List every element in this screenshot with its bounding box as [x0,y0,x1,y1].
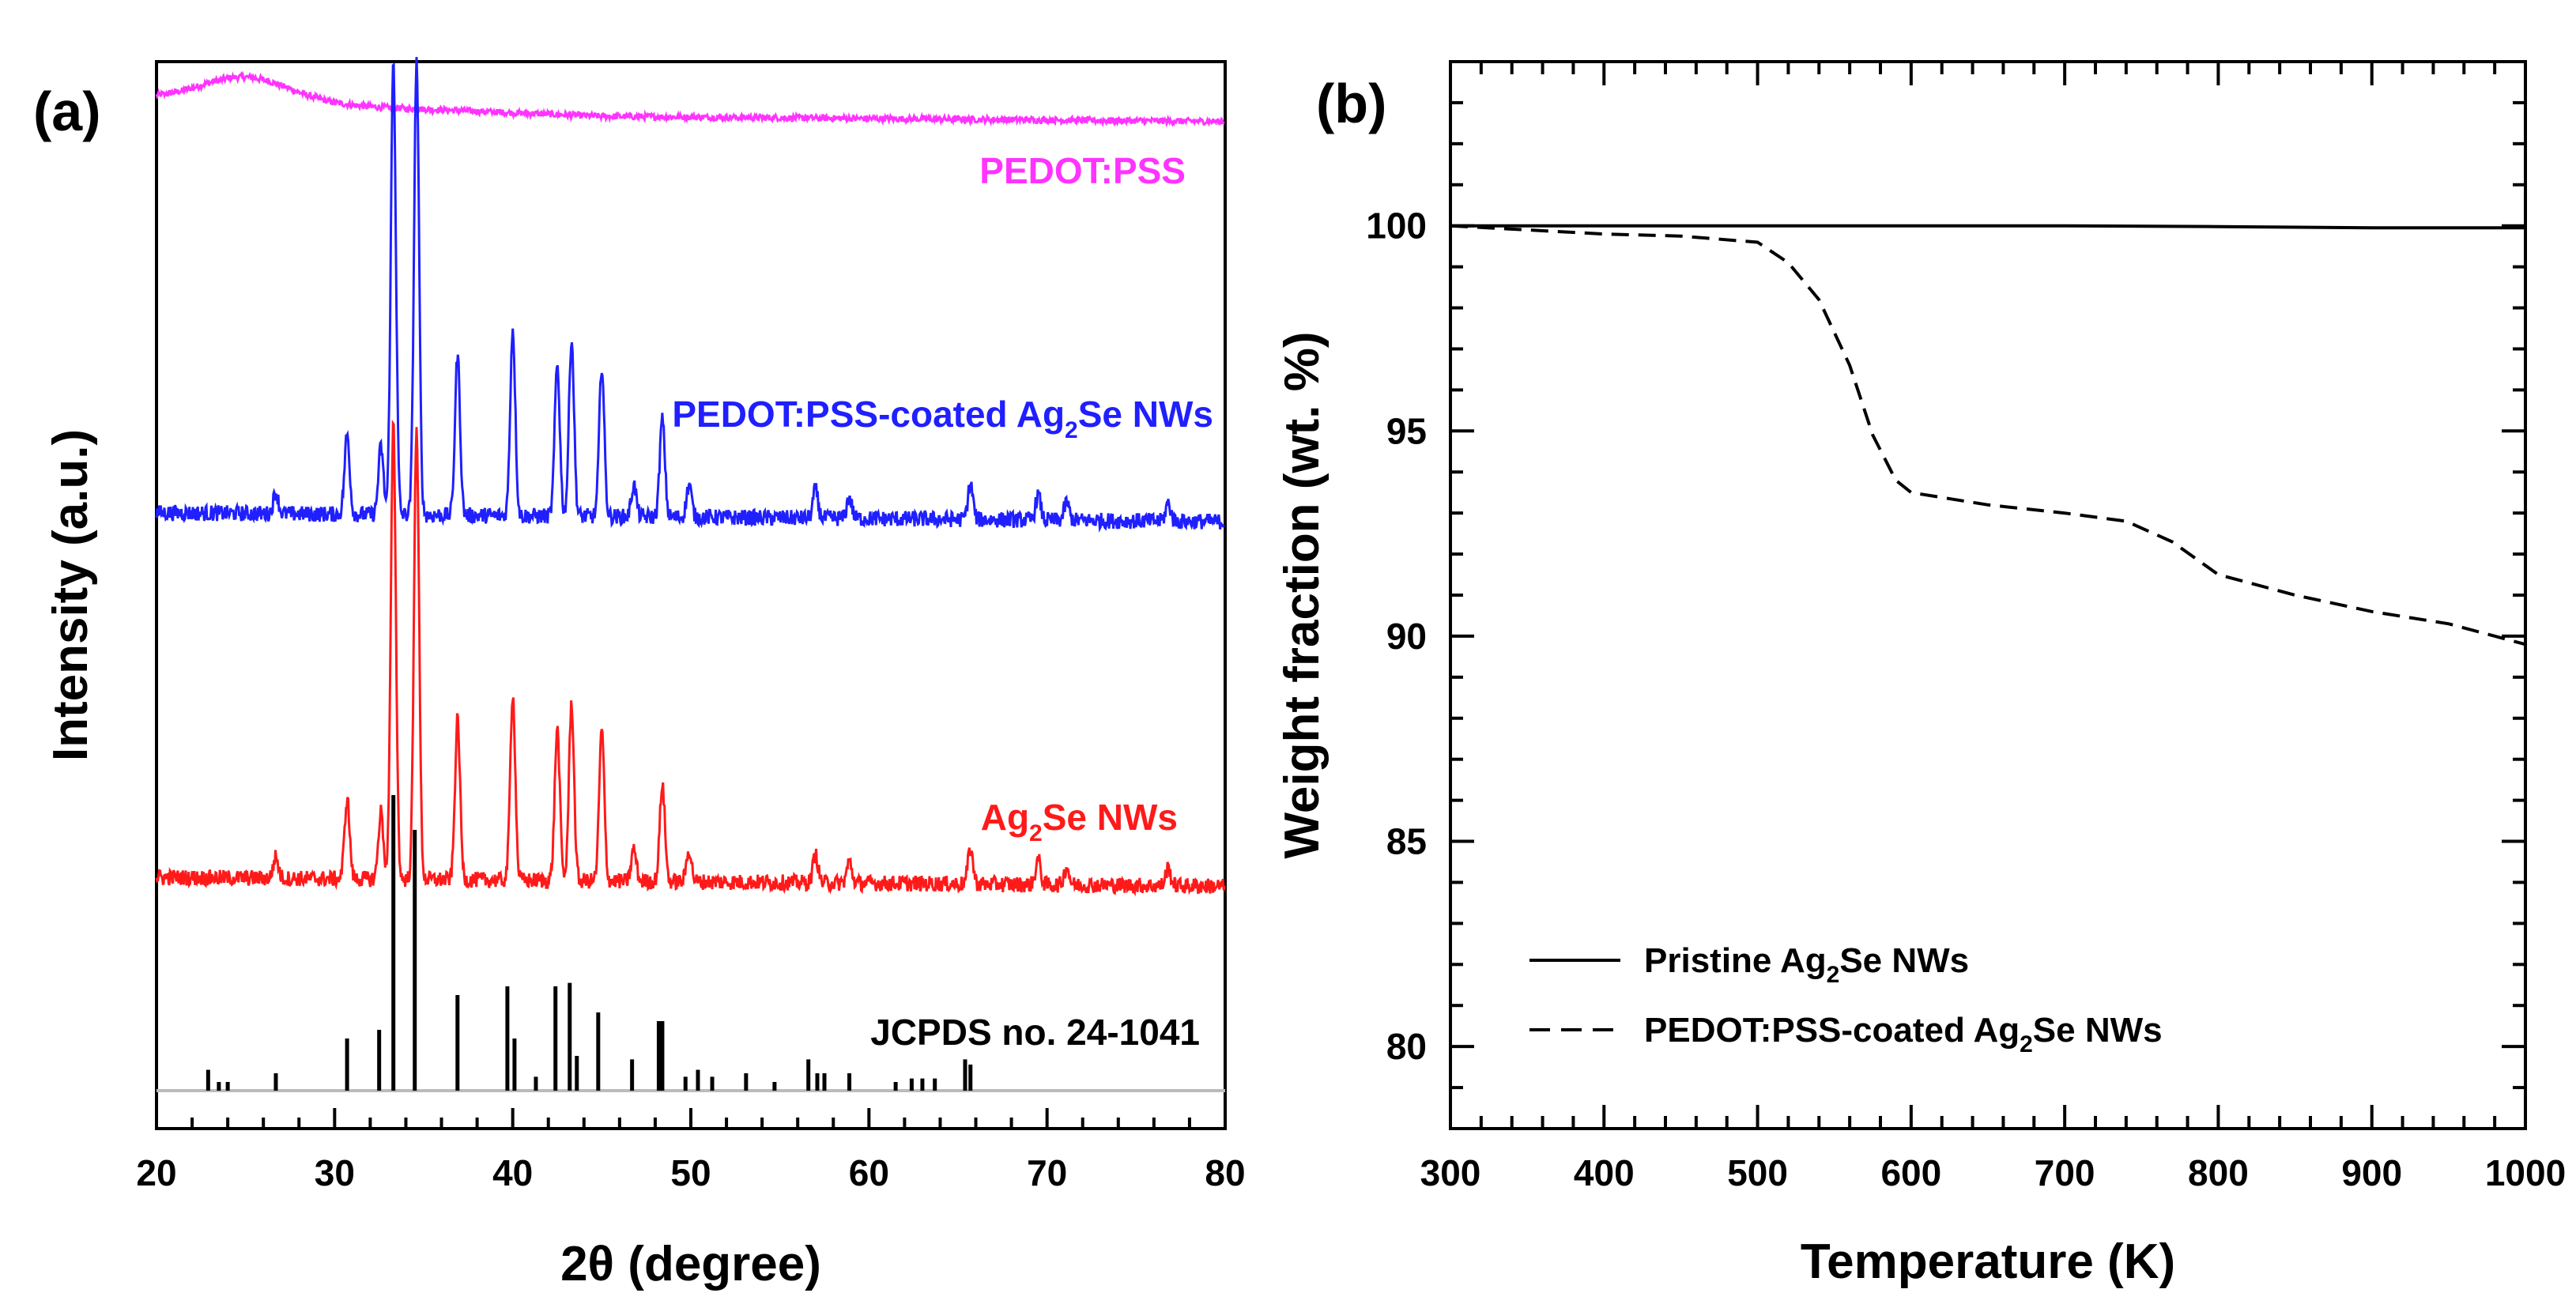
panel-a-frame [155,60,1227,1130]
panel-a-x-tick-label: 60 [849,1152,889,1193]
panel-b-legend: Pristine Ag2Se NWs PEDOT:PSS-coated Ag2S… [1529,941,2163,1057]
series-line-ag2se-nws [155,419,1226,897]
panel-b: (b) 300 400 500 600 700 800 900 1000 80 85 90 95 10… [1275,60,2567,1289]
reference-pattern [206,795,973,1091]
panel-a-x-tick-label: 80 [1205,1152,1245,1193]
panel-b-x-tick-labels: 300 400 500 600 700 800 900 1000 [1420,1152,2567,1193]
panel-b-y-tick-label: 80 [1386,1026,1427,1067]
series-line-pedot-pss-coated-ag2se-nws [1450,224,2526,646]
panel-b-label: (b) [1316,73,1386,134]
panel-b-y-axis-title: Weight fraction (wt. %) [1275,331,1329,858]
panel-b-y-tick-label: 90 [1386,616,1427,657]
panel-b-x-tick-label: 600 [1880,1152,1941,1193]
panel-a-x-tick-label: 40 [492,1152,533,1193]
panel-a-label: (a) [33,81,101,142]
panel-b-x-tick-label: 500 [1727,1152,1788,1193]
reference-label: JCPDS no. 24-1041 [870,1012,1200,1053]
panel-a: (a) 20 30 40 50 60 70 80 2θ (degree) Intensity… [33,57,1246,1291]
panel-a-x-ticks [155,1108,1227,1129]
series-label-ag2se: Ag2Se NWs [981,797,1178,846]
panel-b-x-tick-label: 800 [2188,1152,2249,1193]
panel-a-series [155,57,1226,897]
panel-b-y-tick-label: 85 [1386,821,1427,862]
legend-label-pristine: Pristine Ag2Se NWs [1644,941,1969,988]
panel-a-x-axis-title: 2θ (degree) [560,1237,821,1291]
panel-a-x-tick-labels: 20 30 40 50 60 70 80 [136,1152,1245,1193]
series-line-pedot-pss-coated-ag2se-nws [155,57,1225,533]
panel-b-x-tick-label: 700 [2035,1152,2095,1193]
series-line-pristine-ag2se-nws [1450,224,2525,230]
series-label-pedot-pss: PEDOT:PSS [979,150,1186,191]
series-label-coated-ag2se: PEDOT:PSS-coated Ag2Se NWs [672,394,1213,443]
panel-b-y-tick-labels: 80 85 90 95 100 [1366,205,1427,1067]
panel-b-x-axis-title: Temperature (K) [1801,1234,2175,1289]
series-line-pedot-pss [155,70,1225,128]
panel-a-y-axis-title: Intensity (a.u.) [43,429,98,761]
panel-b-series [1450,224,2526,646]
panel-a-x-tick-label: 30 [315,1152,355,1193]
panel-b-x-ticks [1449,62,2527,1129]
panel-b-frame [1449,60,2527,1130]
panel-b-y-ticks [1450,100,2525,1090]
legend-label-coated: PEDOT:PSS-coated Ag2Se NWs [1644,1011,2163,1057]
panel-a-x-tick-label: 50 [670,1152,711,1193]
panel-b-y-tick-label: 95 [1386,410,1427,451]
panel-a-x-tick-label: 70 [1027,1152,1067,1193]
panel-a-x-tick-label: 20 [136,1152,176,1193]
panel-b-x-tick-label: 400 [1574,1152,1635,1193]
panel-b-x-tick-label: 1000 [2485,1152,2566,1193]
panel-b-y-tick-label: 100 [1366,205,1427,247]
panel-b-x-tick-label: 900 [2341,1152,2402,1193]
panel-b-x-tick-label: 300 [1420,1152,1481,1193]
